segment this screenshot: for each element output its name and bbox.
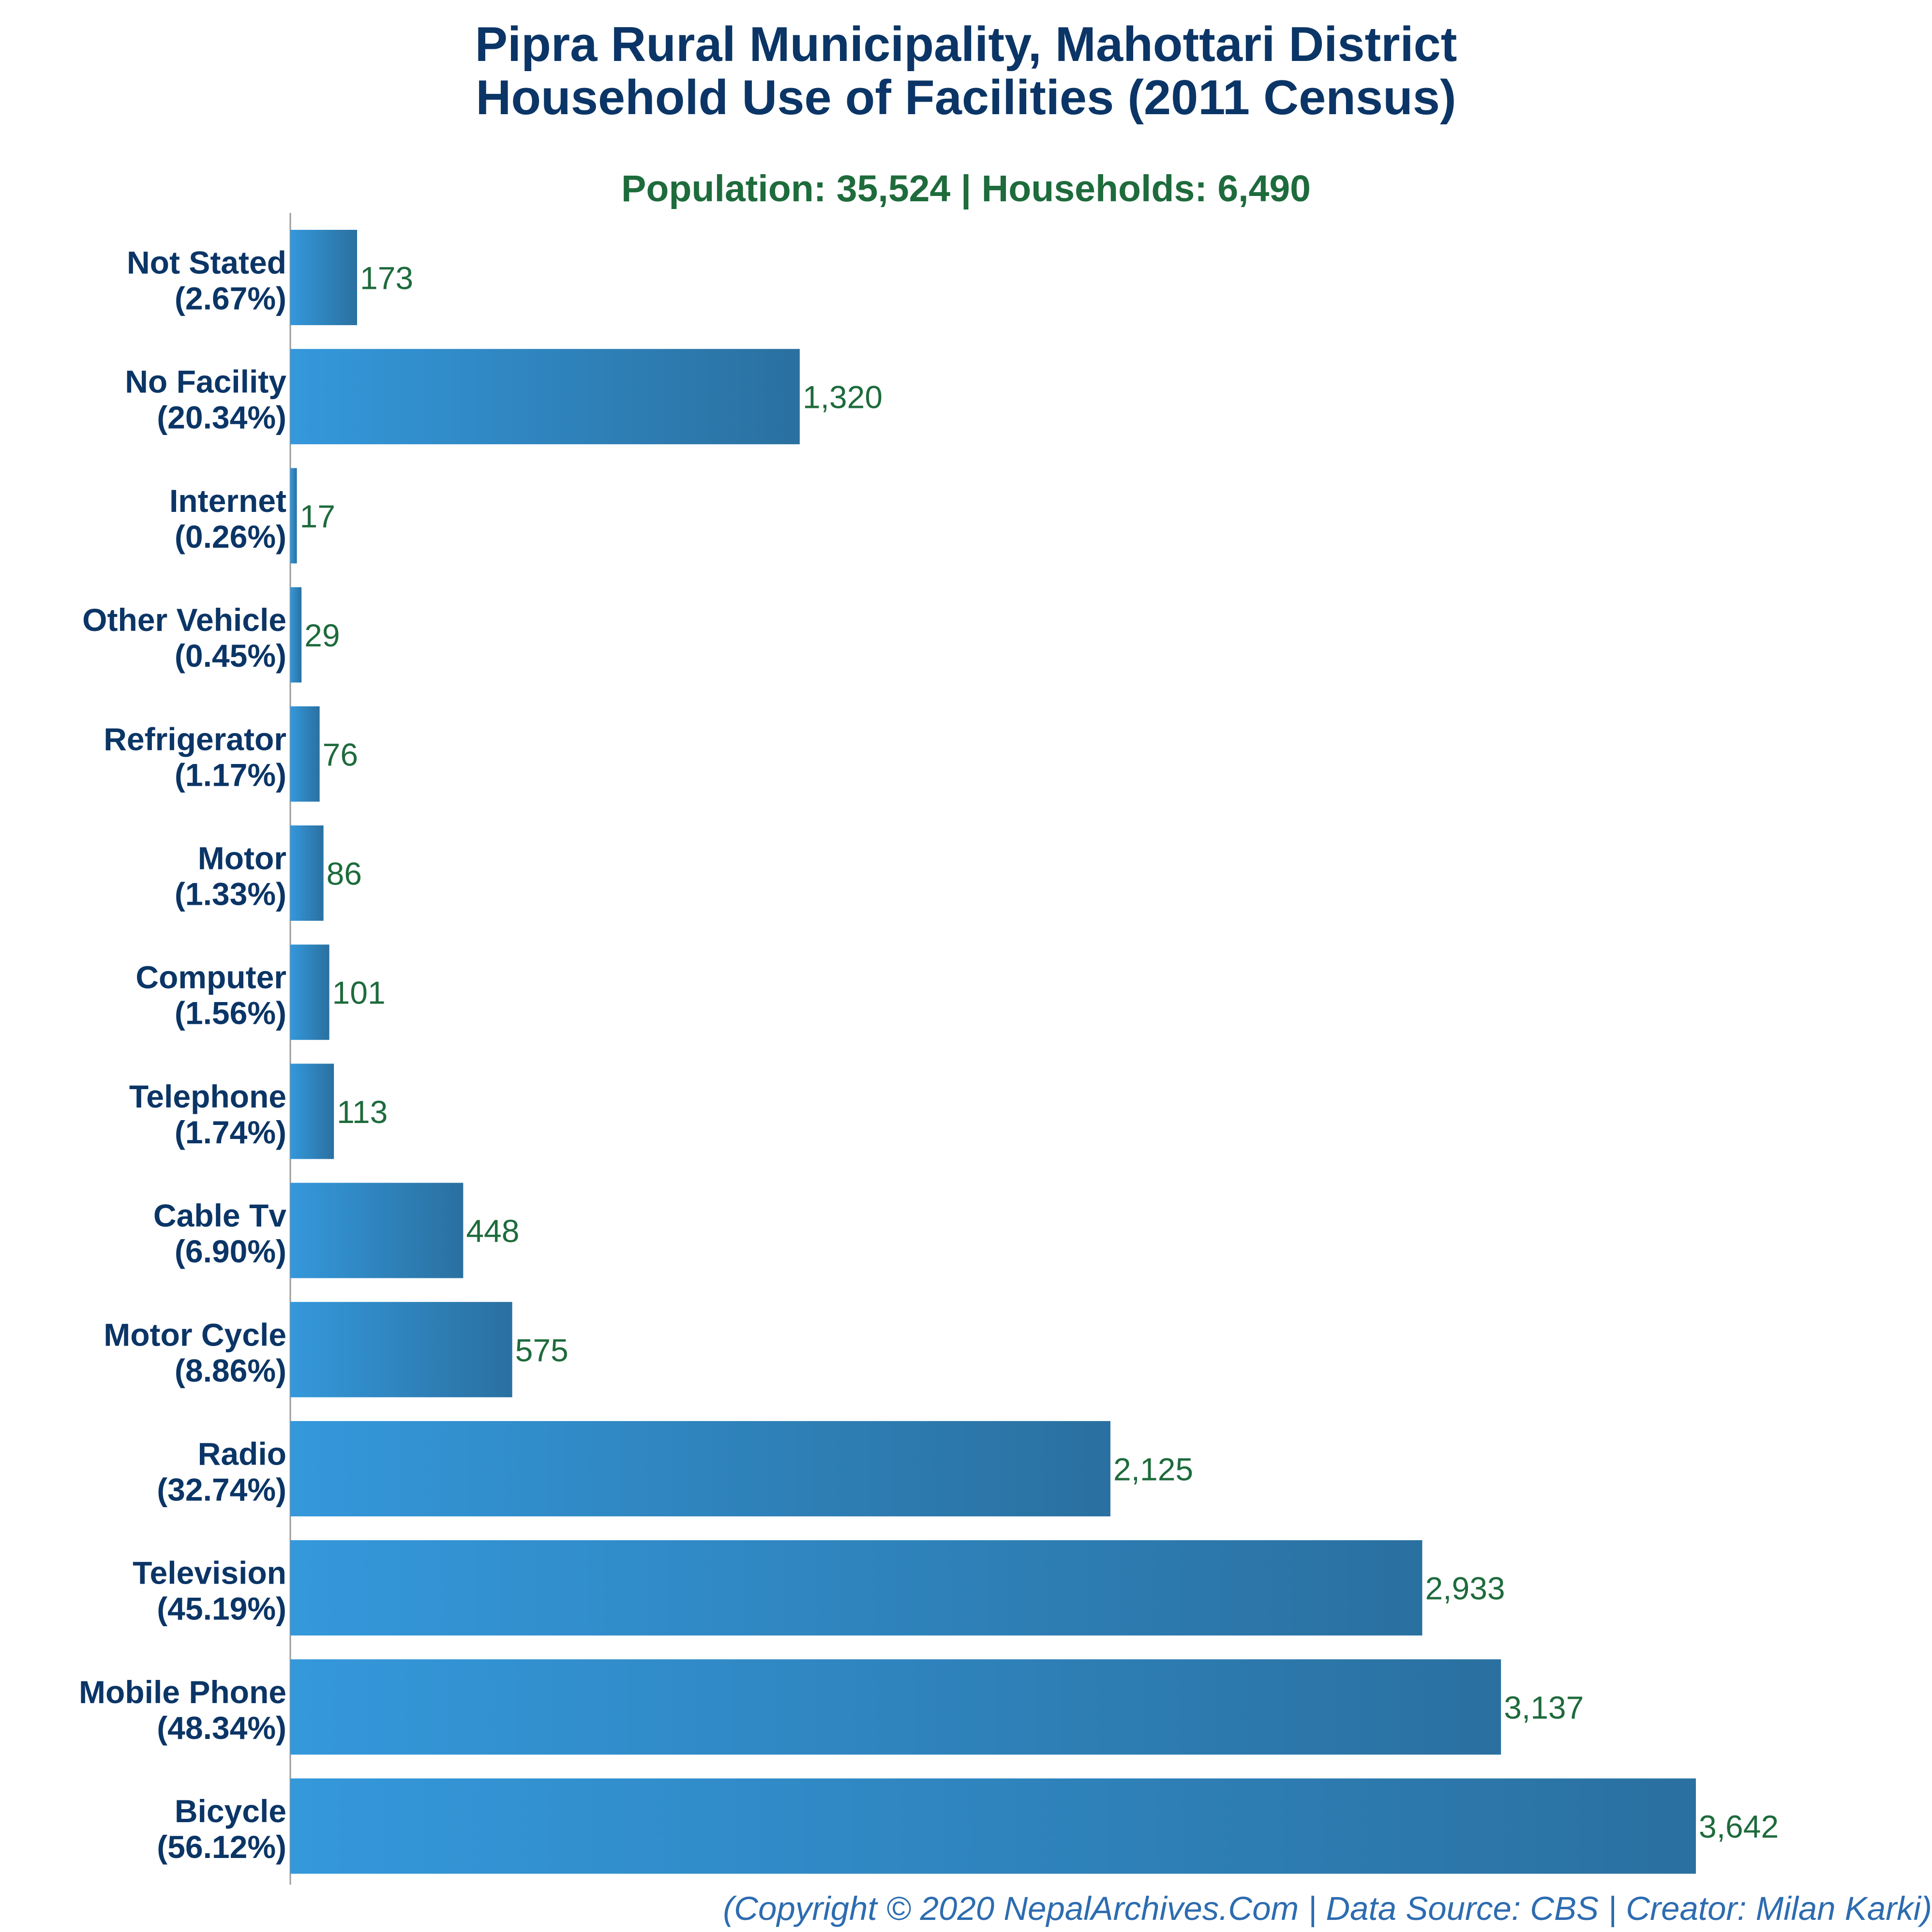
bar-value-label: 76	[323, 736, 358, 772]
category-percent-label: (45.19%)	[157, 1591, 286, 1627]
category-label: Not Stated	[127, 245, 286, 281]
category-label: Internet	[169, 483, 286, 519]
category-percent-label: (20.34%)	[157, 400, 286, 435]
bar-group: Mobile Phone(48.34%) 3,137	[79, 1659, 1584, 1755]
category-label: Cable Tv	[153, 1198, 286, 1233]
copyright-footer: (Copyright © 2020 NepalArchives.Com | Da…	[723, 1890, 1932, 1927]
bar-group: Computer(1.56%) 101	[135, 944, 386, 1040]
category-label: Computer	[135, 959, 286, 995]
category-label: Mobile Phone	[79, 1674, 286, 1710]
bar	[290, 944, 329, 1040]
bar-group: Telephone(1.74%) 113	[129, 1063, 388, 1159]
category-percent-label: (1.33%)	[175, 876, 286, 912]
bar	[290, 1540, 1423, 1636]
category-label: Telephone	[129, 1078, 286, 1114]
category-label: Television	[133, 1555, 286, 1591]
bar-value-label: 448	[466, 1213, 519, 1249]
bar	[290, 1778, 1696, 1874]
category-percent-label: (1.74%)	[175, 1114, 286, 1150]
category-percent-label: (0.45%)	[175, 638, 286, 674]
bar-group: Not Stated(2.67%) 173	[127, 230, 413, 325]
category-percent-label: (48.34%)	[157, 1710, 286, 1746]
bar-value-label: 113	[337, 1094, 388, 1130]
category-label: No Facility	[125, 364, 286, 400]
bar-group: Motor Cycle(8.86%) 575	[104, 1302, 569, 1397]
bar	[290, 1063, 334, 1159]
bar	[290, 349, 800, 445]
category-percent-label: (32.74%)	[157, 1472, 286, 1508]
category-percent-label: (8.86%)	[175, 1352, 286, 1388]
bar	[290, 468, 297, 564]
bar-group: Television(45.19%) 2,933	[133, 1540, 1505, 1636]
category-label: Radio	[198, 1436, 286, 1472]
bar-group: Cable Tv(6.90%) 448	[153, 1183, 519, 1278]
bar-value-label: 2,125	[1113, 1452, 1193, 1487]
bar-value-label: 29	[304, 617, 340, 653]
bar	[290, 1183, 464, 1278]
bar-value-label: 2,933	[1425, 1571, 1505, 1606]
bar-value-label: 173	[360, 260, 413, 296]
category-label: Other Vehicle	[82, 602, 286, 638]
bar-group: Bicycle(56.12%) 3,642	[157, 1778, 1779, 1874]
bar-value-label: 3,642	[1699, 1809, 1779, 1844]
category-percent-label: (1.17%)	[175, 757, 286, 793]
bar-value-label: 86	[327, 856, 362, 892]
bar-value-label: 575	[515, 1332, 569, 1368]
category-percent-label: (1.56%)	[175, 995, 286, 1031]
category-percent-label: (6.90%)	[175, 1233, 286, 1269]
bar-group: Radio(32.74%) 2,125	[157, 1421, 1193, 1516]
bar-value-label: 101	[332, 975, 386, 1011]
category-label: Motor	[198, 840, 286, 876]
bar	[290, 825, 324, 921]
bar-value-label: 17	[300, 498, 335, 534]
bar-group: No Facility(20.34%) 1,320	[125, 349, 883, 445]
category-label: Motor Cycle	[104, 1317, 286, 1352]
bar-value-label: 3,137	[1504, 1690, 1584, 1725]
bar-group: Refrigerator(1.17%) 76	[104, 706, 358, 802]
category-percent-label: (56.12%)	[157, 1829, 286, 1865]
category-label: Refrigerator	[104, 721, 286, 757]
chart-title-line-1: Pipra Rural Municipality, Mahottari Dist…	[475, 17, 1457, 72]
bar	[290, 1302, 512, 1397]
bar-group: Motor(1.33%) 86	[175, 825, 362, 921]
chart-title-line-2: Household Use of Facilities (2011 Census…	[476, 71, 1456, 125]
category-percent-label: (2.67%)	[175, 281, 286, 316]
category-percent-label: (0.26%)	[175, 519, 286, 554]
category-label: Bicycle	[175, 1793, 286, 1829]
chart-subtitle: Population: 35,524 | Households: 6,490	[621, 168, 1311, 210]
bar-group: Internet(0.26%) 17	[169, 468, 335, 564]
bar	[290, 230, 357, 325]
bar-group: Other Vehicle(0.45%) 29	[82, 587, 340, 683]
bar	[290, 1421, 1110, 1516]
bar	[290, 1659, 1501, 1755]
bars-group: Not Stated(2.67%) 173 No Facility(20.34%) 1…	[79, 230, 1779, 1874]
bar	[290, 706, 320, 802]
bar	[290, 587, 302, 683]
bar-value-label: 1,320	[803, 379, 883, 415]
